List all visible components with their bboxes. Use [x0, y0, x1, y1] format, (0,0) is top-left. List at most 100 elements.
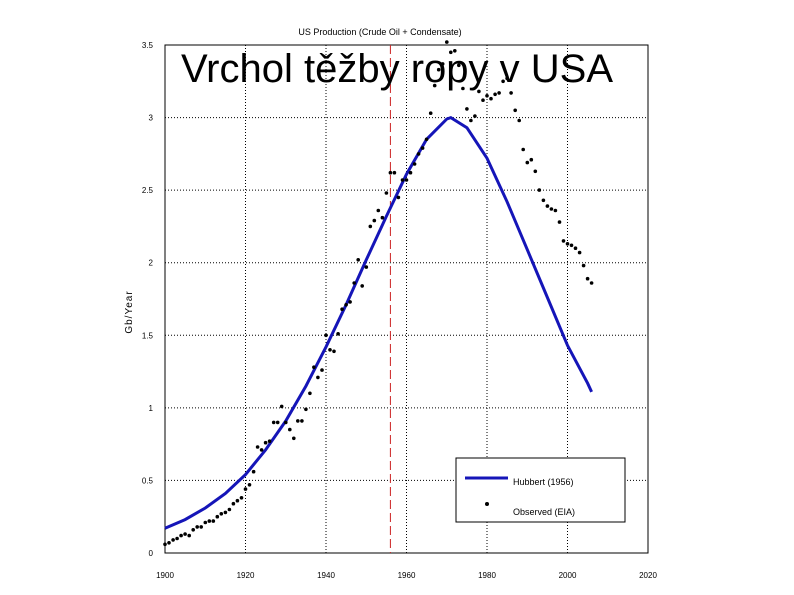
- observed-point: [312, 365, 316, 370]
- observed-point: [179, 533, 183, 538]
- observed-point: [356, 258, 361, 262]
- observed-point: [360, 284, 365, 288]
- observed-point: [485, 94, 489, 98]
- observed-point: [348, 300, 352, 304]
- legend-observed-label: Observed (EIA): [513, 507, 575, 517]
- observed-point: [304, 407, 308, 412]
- observed-point: [203, 520, 208, 525]
- observed-point: [581, 263, 586, 268]
- plot-frame: [164, 44, 649, 554]
- observed-points: [163, 40, 594, 547]
- observed-point: [521, 147, 525, 152]
- observed-point: [517, 118, 521, 123]
- observed-point: [171, 538, 175, 542]
- observed-point: [199, 525, 203, 529]
- observed-point: [364, 265, 369, 269]
- observed-point: [279, 404, 284, 409]
- observed-point: [436, 67, 441, 72]
- observed-point: [513, 108, 517, 113]
- observed-point: [501, 79, 505, 84]
- observed-point: [445, 40, 449, 44]
- observed-point: [545, 204, 550, 208]
- observed-point: [408, 170, 413, 175]
- observed-point: [344, 303, 348, 307]
- observed-point: [404, 178, 409, 182]
- observed-point: [336, 332, 340, 336]
- observed-point: [368, 224, 373, 229]
- observed-point: [537, 188, 542, 192]
- observed-point: [263, 440, 268, 445]
- observed-point: [577, 250, 582, 255]
- observed-point: [251, 469, 256, 474]
- observed-point: [271, 420, 276, 425]
- observed-point: [316, 375, 320, 380]
- observed-point: [288, 427, 292, 432]
- observed-point: [428, 111, 433, 115]
- observed-point: [187, 533, 191, 538]
- x-tick-label: 1920: [237, 571, 255, 580]
- observed-point: [195, 525, 199, 529]
- observed-point: [235, 498, 240, 503]
- observed-point: [352, 281, 357, 285]
- observed-point: [340, 307, 344, 312]
- observed-point: [300, 419, 304, 423]
- observed-point: [449, 50, 453, 55]
- x-tick-label: 2000: [559, 571, 577, 580]
- y-tick-label: 0: [149, 549, 154, 558]
- y-tick-label: 3: [149, 114, 154, 123]
- observed-point: [328, 348, 332, 352]
- observed-point: [509, 91, 513, 95]
- chart-title: US Production (Crude Oil + Condensate): [298, 27, 461, 37]
- observed-point: [553, 208, 558, 213]
- observed-point: [308, 391, 312, 396]
- y-tick-label: 0.5: [142, 476, 154, 485]
- observed-point: [227, 507, 232, 512]
- observed-point: [557, 220, 562, 224]
- y-tick-label: 3.5: [142, 41, 154, 50]
- y-axis-label: Gb/Year: [124, 290, 135, 333]
- observed-point: [432, 83, 437, 88]
- observed-point: [231, 501, 236, 506]
- observed-point: [219, 512, 224, 516]
- legend-observed-marker: [485, 502, 489, 506]
- observed-point: [589, 281, 594, 285]
- observed-point: [191, 528, 195, 532]
- observed-point: [412, 162, 417, 166]
- observed-point: [497, 91, 501, 95]
- observed-point: [457, 63, 461, 68]
- observed-point: [489, 96, 493, 101]
- observed-point: [529, 157, 534, 162]
- observed-point: [259, 448, 264, 452]
- observed-point: [473, 114, 477, 118]
- observed-point: [525, 160, 530, 165]
- observed-point: [324, 333, 328, 338]
- x-tick-label: 1900: [156, 571, 174, 580]
- y-tick-label: 2: [149, 259, 154, 268]
- observed-point: [424, 137, 429, 142]
- x-tick-label: 1980: [478, 571, 496, 580]
- observed-point: [440, 62, 445, 66]
- observed-point: [320, 368, 324, 372]
- observed-point: [292, 436, 296, 441]
- observed-point: [255, 445, 260, 449]
- observed-point: [163, 542, 167, 547]
- observed-point: [243, 487, 248, 491]
- observed-point: [465, 107, 469, 111]
- x-tick-label: 2020: [639, 571, 657, 580]
- observed-point: [533, 169, 538, 174]
- observed-point: [215, 514, 220, 519]
- observed-point: [372, 218, 377, 223]
- axes: 1900 1920 1940 1960 1980 2000 2020 0 0.5 1 1.5 2 2.5…: [142, 41, 658, 580]
- observed-point: [416, 152, 421, 156]
- observed-point: [223, 510, 228, 515]
- observed-point: [392, 170, 397, 175]
- observed-point: [561, 239, 566, 243]
- observed-point: [453, 49, 457, 53]
- observed-point: [569, 243, 574, 248]
- observed-point: [549, 207, 554, 211]
- observed-point: [477, 89, 481, 94]
- observed-point: [493, 92, 497, 97]
- observed-point: [332, 349, 336, 354]
- observed-point: [284, 420, 288, 425]
